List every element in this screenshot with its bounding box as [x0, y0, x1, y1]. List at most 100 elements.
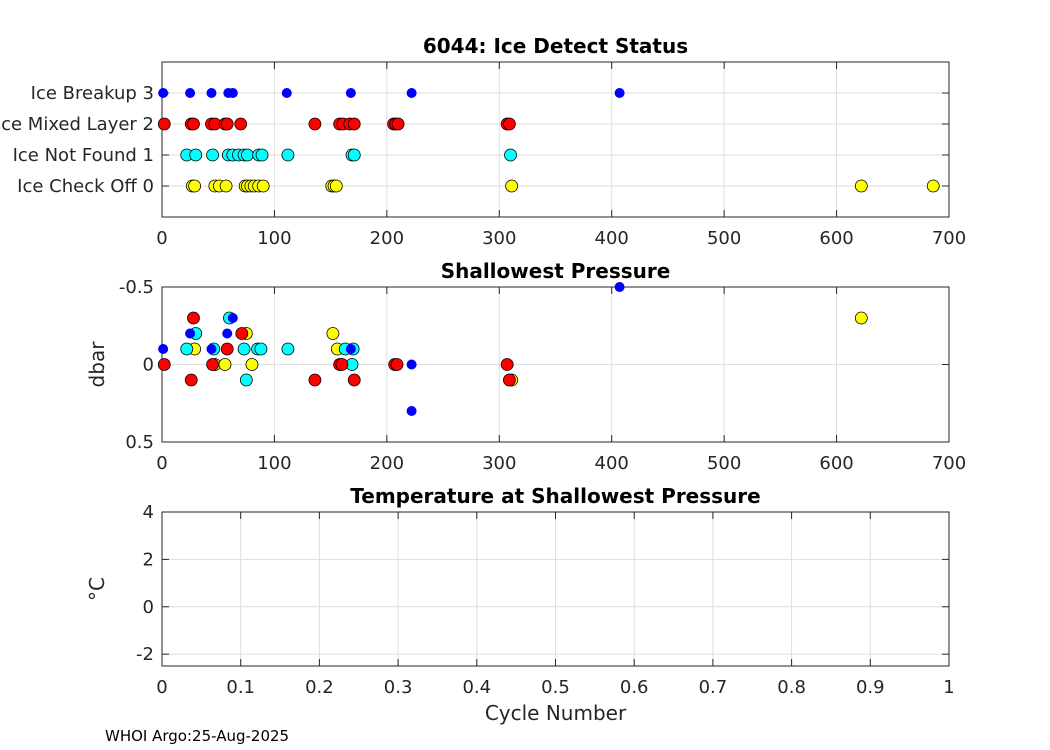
- data-point-status-3: [185, 88, 196, 98]
- y-tick-label: 0: [143, 597, 154, 618]
- x-tick-label: 100: [257, 228, 291, 249]
- x-tick-label: 0: [156, 453, 167, 474]
- x-tick-label: 0: [156, 228, 167, 249]
- data-point-status-2: [391, 117, 405, 131]
- x-tick-label: 200: [370, 228, 404, 249]
- footer-label: WHOI Argo:25-Aug-2025: [105, 727, 289, 745]
- data-point-status-0: [188, 179, 202, 193]
- data-point-status-1: [241, 148, 254, 162]
- data-point-status-3: [227, 313, 238, 323]
- y-tick-label: Ice Check Off 0: [17, 176, 154, 197]
- data-point-status-3: [185, 328, 196, 339]
- data-point-status-1: [504, 148, 517, 162]
- data-point-status-0: [854, 179, 868, 193]
- data-point-status-3: [158, 344, 169, 354]
- y-tick-label: 0.5: [125, 432, 154, 453]
- data-point-status-1: [255, 148, 269, 162]
- data-point-status-2: [157, 358, 171, 371]
- x-tick-label: 0.7: [699, 677, 728, 698]
- x-tick-label: 0: [156, 677, 167, 698]
- data-point-status-2: [500, 358, 514, 371]
- data-point-status-3: [222, 328, 233, 339]
- data-point-status-1: [281, 148, 295, 162]
- data-point-status-3: [406, 406, 417, 416]
- data-point-status-2: [206, 358, 219, 371]
- x-tick-label: 400: [595, 228, 629, 249]
- x-tick-label: 0.9: [856, 677, 885, 698]
- data-point-status-0: [256, 179, 270, 193]
- y-tick-label: -0.5: [119, 277, 154, 298]
- plot-3: 0 0.1 0.2 0.3 0.4 0.5 0.6 0.7 0.8 0.9 1-2024Temper…: [85, 484, 955, 725]
- x-tick-label: 0.5: [541, 677, 570, 698]
- data-point-status-2: [184, 373, 198, 387]
- y-tick-label: Ice Not Found 1: [13, 145, 154, 166]
- data-point-status-3: [406, 359, 417, 370]
- data-point-status-0: [926, 179, 940, 193]
- x-tick-label: 500: [707, 453, 741, 474]
- data-point-status-1: [239, 373, 253, 387]
- data-point-status-1: [189, 148, 203, 162]
- x-tick-label: 0.3: [384, 677, 413, 698]
- data-point-status-2: [187, 311, 200, 325]
- x-tick-label: 300: [482, 228, 516, 249]
- data-point-status-0: [326, 327, 340, 340]
- plot-2: 0 100 200 300 400 500 600 700-0.500.5Shallowest…: [85, 259, 966, 474]
- data-point-status-3: [158, 88, 169, 98]
- data-point-status-2: [235, 327, 249, 340]
- x-tick-label: 300: [482, 453, 516, 474]
- y-tick-label: 0: [143, 355, 154, 376]
- data-point-status-2: [187, 117, 200, 131]
- data-points: [157, 88, 940, 193]
- data-point-status-2: [347, 117, 361, 131]
- data-point-status-2: [503, 117, 516, 131]
- plot-1: 0 100 200 300 400 500 600 700 Ice Check Off 0 Ice…: [0, 34, 966, 249]
- x-tick-label: 600: [819, 228, 853, 249]
- x-tick-label: 0.1: [226, 677, 255, 698]
- data-point-status-3: [227, 88, 238, 98]
- x-axis-label: Cycle Number: [485, 701, 627, 725]
- data-point-status-2: [335, 358, 349, 371]
- data-point-status-1: [180, 342, 194, 356]
- data-point-status-2: [308, 117, 322, 131]
- x-tick-label: 700: [932, 453, 966, 474]
- plot-title: Temperature at Shallowest Pressure: [350, 484, 760, 508]
- data-point-status-0: [854, 311, 868, 325]
- y-axis-label: dbar: [85, 341, 109, 388]
- x-tick-label: 1: [943, 677, 954, 698]
- x-tick-label: 0.8: [777, 677, 806, 698]
- data-point-status-0: [245, 358, 259, 371]
- data-point-status-1: [347, 148, 361, 162]
- data-point-status-2: [308, 373, 322, 387]
- data-point-status-3: [614, 282, 625, 292]
- data-point-status-3: [345, 344, 356, 354]
- data-point-status-3: [206, 88, 217, 98]
- y-axis-label: °C: [85, 577, 109, 601]
- data-point-status-1: [281, 342, 295, 356]
- data-point-status-2: [390, 358, 404, 371]
- data-point-status-1: [237, 342, 251, 356]
- data-point-status-2: [157, 117, 171, 131]
- data-point-status-0: [329, 179, 343, 193]
- axes-box: [161, 61, 950, 218]
- data-point-status-1: [254, 342, 268, 356]
- plot-title: Shallowest Pressure: [441, 259, 671, 283]
- x-tick-label: 0.2: [305, 677, 334, 698]
- y-tick-label: 4: [143, 502, 154, 523]
- x-tick-label: 500: [707, 228, 741, 249]
- x-tick-label: 600: [819, 453, 853, 474]
- y-tick-label: Ice Mixed Layer 2: [0, 114, 154, 135]
- data-point-status-0: [218, 358, 232, 371]
- x-tick-label: 200: [370, 453, 404, 474]
- data-point-status-0: [219, 179, 233, 193]
- data-point-status-3: [281, 88, 292, 98]
- x-tick-label: 0.6: [620, 677, 649, 698]
- x-tick-label: 0.4: [462, 677, 491, 698]
- data-point-status-3: [345, 88, 356, 98]
- y-tick-label: 2: [143, 549, 154, 570]
- data-point-status-3: [406, 88, 417, 98]
- x-tick-label: 100: [257, 453, 291, 474]
- data-points: [157, 282, 868, 416]
